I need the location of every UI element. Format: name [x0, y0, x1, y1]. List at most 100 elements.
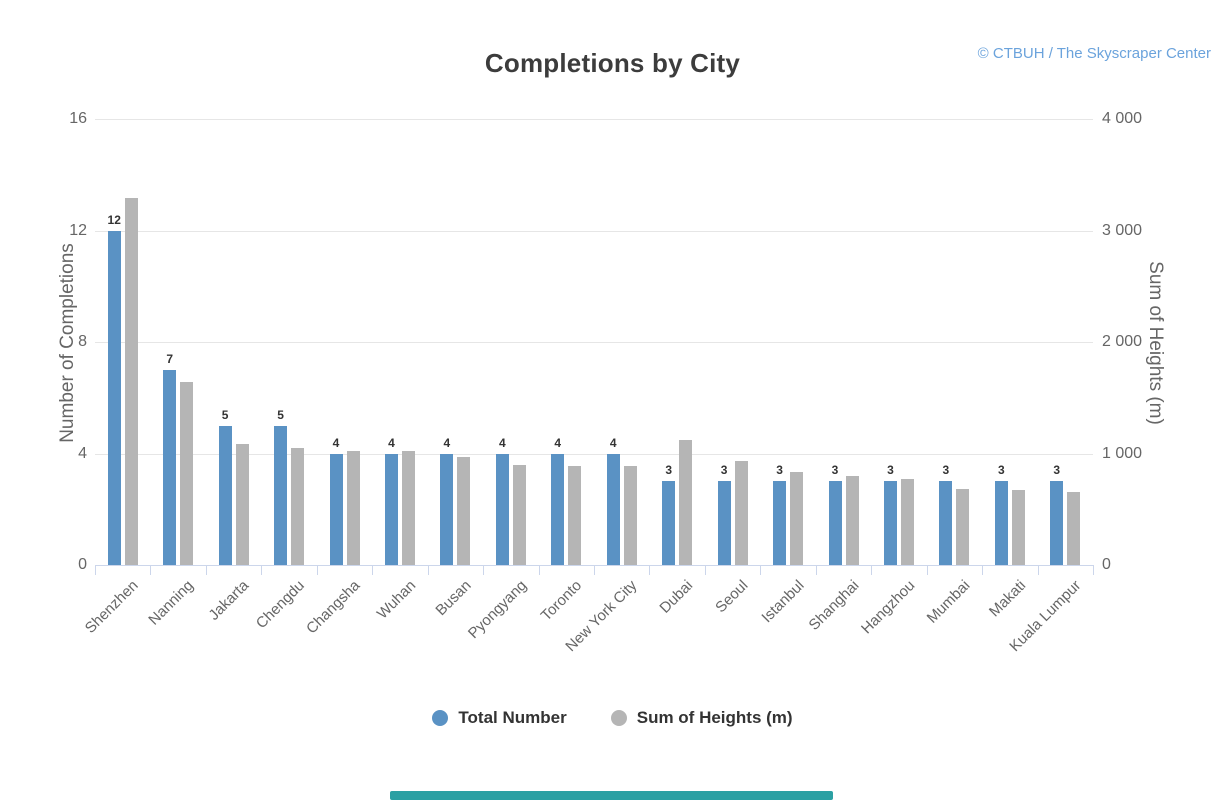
bar-sum-of-heights[interactable]: [623, 466, 637, 565]
gridline: [95, 119, 1093, 120]
left-axis-tick-label: 0: [78, 556, 87, 573]
x-axis-category-label: Mumbai: [923, 577, 974, 627]
bar-sum-of-heights[interactable]: [124, 198, 138, 565]
x-axis-category-label: Chengdu: [253, 577, 309, 633]
x-axis-tick: [538, 565, 540, 575]
x-axis-tick: [760, 565, 762, 575]
bar-sum-of-heights[interactable]: [457, 456, 471, 565]
bar-sum-of-heights[interactable]: [956, 489, 970, 565]
x-axis-tick: [704, 565, 706, 575]
bar-total-number[interactable]: [1050, 481, 1064, 565]
data-label: 3: [1053, 463, 1061, 478]
left-axis-tick-label: 4: [78, 444, 87, 462]
legend-item-sum-of-heights[interactable]: Sum of Heights (m): [610, 708, 793, 728]
bar-total-number[interactable]: [994, 481, 1008, 565]
bar-sum-of-heights[interactable]: [568, 465, 582, 565]
credits-link[interactable]: © CTBUH / The Skyscraper Center: [977, 45, 1211, 62]
x-axis-category-label: Changsha: [303, 577, 364, 638]
chart-title: Completions by City: [484, 48, 741, 78]
x-axis-category-label: Shanghai: [805, 577, 863, 634]
bar-sum-of-heights[interactable]: [1011, 489, 1025, 565]
bottom-scrollbar-thumb[interactable]: [390, 791, 833, 800]
x-axis-tick: [926, 565, 928, 575]
bar-total-number[interactable]: [606, 453, 620, 565]
x-axis-category-label: Istanbul: [757, 577, 808, 627]
bar-total-number[interactable]: [717, 481, 731, 565]
right-axis-tick-label: 0: [1102, 556, 1111, 573]
data-label: 3: [665, 463, 672, 478]
data-label: 3: [720, 463, 728, 478]
bar-total-number[interactable]: [828, 481, 842, 565]
data-label: 4: [609, 435, 617, 450]
data-label: 3: [776, 463, 783, 478]
bar-sum-of-heights[interactable]: [845, 475, 859, 565]
bar-total-number[interactable]: [274, 425, 288, 565]
legend-marker-total-number-icon: [432, 710, 449, 726]
legend-marker-sum-of-heights-icon: [610, 710, 627, 726]
bar-total-number[interactable]: [218, 425, 232, 565]
gridline: [95, 342, 1093, 343]
bar-total-number[interactable]: [883, 481, 897, 565]
data-label: 4: [388, 435, 395, 450]
bar-total-number[interactable]: [662, 481, 676, 565]
x-axis-tick: [871, 565, 873, 575]
bar-sum-of-heights[interactable]: [401, 451, 415, 565]
bar-total-number[interactable]: [107, 230, 121, 565]
data-label: 4: [332, 435, 340, 450]
bar-total-number[interactable]: [384, 453, 398, 565]
bar-total-number[interactable]: [773, 481, 787, 565]
data-label: 7: [166, 351, 173, 366]
legend-item-total-number[interactable]: Total Number: [432, 708, 567, 728]
legend-label-sum-of-heights: Sum of Heights (m): [636, 708, 793, 727]
left-axis-tick-label: 8: [78, 333, 87, 350]
right-axis-tick-label: 2 000: [1102, 333, 1143, 350]
bar-sum-of-heights[interactable]: [180, 382, 194, 565]
bar-sum-of-heights[interactable]: [291, 447, 305, 565]
data-label: 4: [443, 435, 451, 450]
x-axis-tick: [316, 565, 318, 575]
bar-sum-of-heights[interactable]: [790, 471, 804, 565]
legend: Total Number Sum of Heights (m): [0, 708, 1225, 728]
bar-total-number[interactable]: [551, 453, 565, 565]
left-axis-tick-label: 12: [69, 221, 87, 239]
bar-sum-of-heights[interactable]: [235, 444, 249, 565]
x-axis-tick: [205, 565, 207, 575]
right-axis-tick-label: 4 000: [1102, 110, 1143, 127]
x-axis-category-label: Toronto: [537, 577, 586, 625]
x-axis-category-label: Nanning: [145, 577, 198, 629]
bar-total-number[interactable]: [329, 453, 343, 565]
data-label: 3: [997, 463, 1005, 478]
bar-sum-of-heights[interactable]: [512, 464, 526, 565]
x-axis-category-label: Wuhan: [373, 577, 419, 623]
bar-total-number[interactable]: [939, 481, 953, 565]
bar-sum-of-heights[interactable]: [346, 450, 360, 565]
x-axis-tick: [372, 565, 374, 575]
bar-sum-of-heights[interactable]: [679, 440, 693, 565]
bar-sum-of-heights[interactable]: [900, 479, 914, 565]
data-label: 5: [221, 407, 229, 422]
x-axis-category-label: Shenzhen: [81, 577, 142, 637]
data-label: 5: [277, 407, 284, 422]
x-axis-tick: [427, 565, 429, 575]
x-axis-category-label: Dubai: [656, 577, 697, 617]
x-axis-tick: [150, 565, 152, 575]
data-label: 3: [942, 463, 950, 478]
left-axis-tick-label: 16: [69, 110, 87, 127]
bar-total-number[interactable]: [495, 453, 509, 565]
x-axis-tick: [649, 565, 651, 575]
x-axis-category-label: Busan: [432, 577, 475, 620]
data-label: 4: [554, 435, 562, 450]
bar-sum-of-heights[interactable]: [1067, 491, 1081, 565]
right-axis-tick-label: 1 000: [1102, 444, 1143, 462]
x-axis-tick: [982, 565, 984, 575]
bar-total-number[interactable]: [440, 453, 454, 565]
bar-total-number[interactable]: [163, 369, 177, 565]
x-axis-tick: [483, 565, 485, 575]
x-axis-tick: [594, 565, 595, 575]
x-axis-category-label: Seoul: [712, 577, 752, 617]
bar-sum-of-heights[interactable]: [734, 460, 748, 565]
data-label: 3: [887, 463, 894, 478]
x-axis-tick: [1093, 565, 1094, 575]
x-axis-category-label: Jakarta: [205, 577, 253, 624]
